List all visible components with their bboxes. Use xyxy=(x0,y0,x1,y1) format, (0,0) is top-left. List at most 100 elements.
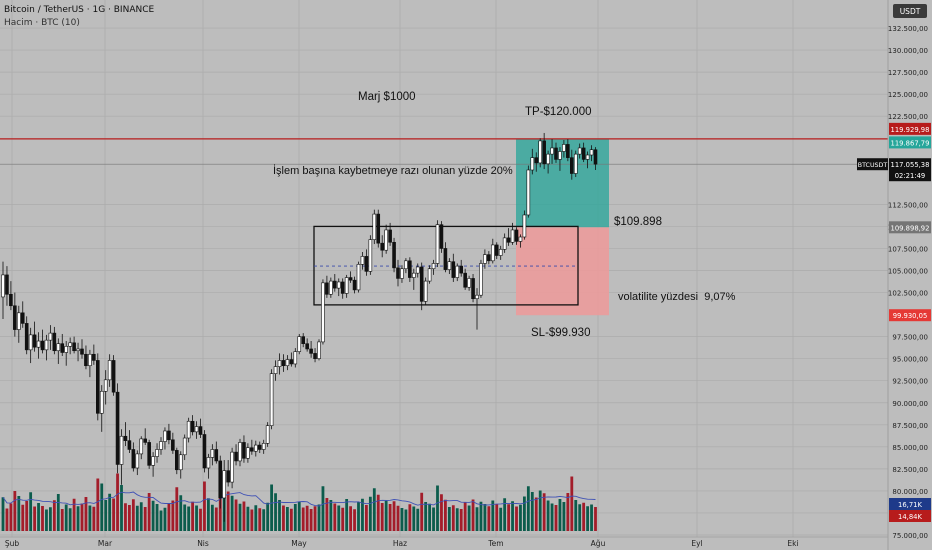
volume-bar xyxy=(108,493,112,531)
volume-bar xyxy=(242,501,246,531)
volume-bar xyxy=(376,494,380,531)
candle-body xyxy=(297,336,302,352)
candle-body xyxy=(99,390,104,414)
volume-bar xyxy=(203,481,206,531)
volume-bar xyxy=(305,505,309,531)
candle-body xyxy=(32,334,37,348)
candle-body xyxy=(222,470,226,499)
volume-bar xyxy=(534,497,538,531)
candle-body xyxy=(336,281,341,289)
volume-bar xyxy=(124,503,127,531)
candle-body xyxy=(76,348,80,352)
volume-bar xyxy=(317,504,321,531)
candle-body xyxy=(439,224,444,249)
candle-body xyxy=(257,444,262,450)
candle-body xyxy=(494,244,499,256)
stop-loss-zone[interactable] xyxy=(516,227,609,316)
volume-bar xyxy=(25,501,29,531)
candle-body xyxy=(159,441,163,450)
volume-bar xyxy=(274,493,277,531)
candle-body xyxy=(254,444,258,452)
x-tick-label: Mar xyxy=(98,539,113,548)
candle-body xyxy=(380,242,385,251)
currency-button[interactable]: USDT xyxy=(893,4,927,18)
candle-body xyxy=(119,435,124,465)
volume-bar xyxy=(542,493,546,531)
volume-bar xyxy=(526,486,530,531)
candle-body xyxy=(506,237,511,243)
volume-bar xyxy=(329,500,333,531)
volume-bar xyxy=(5,508,9,531)
candle-body xyxy=(443,248,448,270)
volume-bar xyxy=(459,509,463,531)
current-price-bg xyxy=(889,158,931,182)
x-tick-label: Eki xyxy=(787,539,798,548)
volume-badge-text: 14,84K xyxy=(898,513,922,521)
candle-body xyxy=(332,280,337,289)
candle-body xyxy=(498,249,503,256)
x-axis[interactable]: Şub Mar Nis May Haz Tem Ağu Eyl Eki xyxy=(0,536,888,548)
volume-bar xyxy=(594,507,597,531)
candle-body xyxy=(16,312,21,330)
volume-bar xyxy=(128,505,131,531)
candle-body xyxy=(514,229,519,242)
candle-body xyxy=(273,366,278,374)
sl-price-badge: 99.930,05 xyxy=(889,309,931,322)
volume-bar xyxy=(80,503,84,531)
volume-bar xyxy=(372,488,376,531)
volume-bar xyxy=(479,501,483,531)
volume-bar xyxy=(246,506,250,531)
candle-body xyxy=(510,229,515,243)
volume-bar xyxy=(361,498,364,531)
y-tick-label: 87.500,00 xyxy=(892,422,928,430)
y-tick-label: 80.000,00 xyxy=(892,488,928,496)
volume-bar xyxy=(412,506,416,531)
candle-body xyxy=(569,157,574,174)
y-tick-label: 102.500,00 xyxy=(888,290,928,298)
y-tick-label: 90.000,00 xyxy=(892,400,928,408)
volume-bar xyxy=(388,504,392,531)
candle-body xyxy=(526,169,531,216)
candle-body xyxy=(317,341,321,359)
candle-body xyxy=(305,343,309,350)
volume-bar xyxy=(499,507,503,531)
volume-bar xyxy=(455,508,459,531)
x-tick-label: Ağu xyxy=(591,539,606,548)
volume-bar xyxy=(558,499,562,531)
candle-body xyxy=(550,147,554,155)
current-symbol: BTCUSDT xyxy=(858,162,888,169)
candle-body xyxy=(52,332,57,352)
volume-bar xyxy=(52,500,56,531)
annotation-risk: İşlem başına kaybetmeye razı olunan yüzd… xyxy=(273,164,513,177)
volume-bar xyxy=(440,494,443,531)
tp-price-badge-text: 119.929,98 xyxy=(891,126,930,134)
price-axis-panel[interactable] xyxy=(888,0,932,550)
candle-body xyxy=(238,442,242,462)
volume-bar xyxy=(444,499,447,531)
volume-bar xyxy=(64,504,68,531)
position-zones xyxy=(516,138,609,316)
entry-price-badge: 109.898,92 xyxy=(889,221,931,234)
volume-bar xyxy=(380,503,384,531)
candle-body xyxy=(329,280,333,295)
take-profit-zone[interactable] xyxy=(516,138,609,228)
y-tick-label: 97.500,00 xyxy=(892,334,928,342)
volume-bar xyxy=(289,508,293,531)
candle-body xyxy=(242,442,246,459)
volume-bar xyxy=(116,473,119,531)
candle-body xyxy=(151,456,155,466)
candle-body xyxy=(325,282,329,295)
candle-body xyxy=(60,343,65,353)
candle-body xyxy=(384,229,388,251)
candle-body xyxy=(277,360,282,367)
candle-body xyxy=(56,343,61,352)
candle-body xyxy=(261,443,266,450)
volume-bar xyxy=(278,500,281,531)
candle-body xyxy=(103,379,108,392)
sl-price-badge-text: 99.930,05 xyxy=(893,312,928,320)
volume-bar xyxy=(21,504,25,531)
candle-body xyxy=(321,282,325,343)
candle-body xyxy=(155,449,159,457)
volume-bar xyxy=(76,506,80,531)
